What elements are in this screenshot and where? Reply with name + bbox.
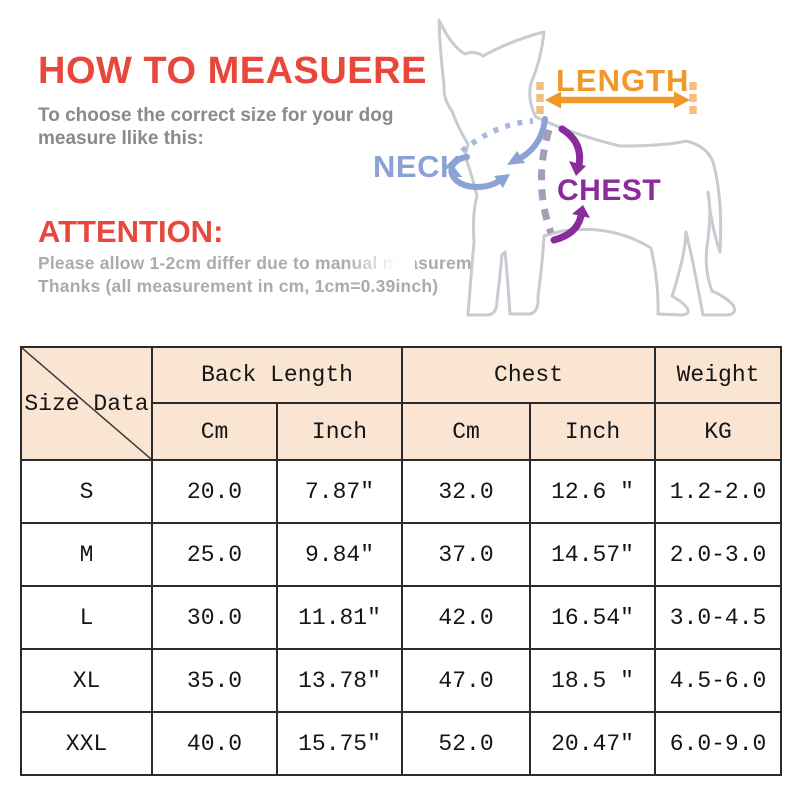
subtitle-line-1: To choose the correct size for your dog xyxy=(38,105,394,126)
value-cell: 25.0 xyxy=(151,522,278,587)
value-cell: 42.0 xyxy=(401,585,532,650)
chest-arrowhead-bottom xyxy=(572,205,590,218)
dog-measure-diagram: LENGTH NECK CHEST xyxy=(373,18,736,317)
neck-dotted-arc xyxy=(460,118,534,154)
size-cell: XL xyxy=(20,648,153,713)
chest-label: CHEST xyxy=(557,174,661,207)
size-cell: L xyxy=(20,585,153,650)
value-cell: 30.0 xyxy=(151,585,278,650)
subtitle: To choose the correct size for your dog … xyxy=(38,104,393,150)
size-cell: S xyxy=(20,459,153,524)
value-cell: 52.0 xyxy=(401,711,532,776)
dog-outline xyxy=(437,18,736,317)
corner-label: Size Data xyxy=(24,390,149,417)
attention-note-2: Thanks (all measurement in cm, 1cm=0.39i… xyxy=(38,276,439,296)
chest-arrowhead-top xyxy=(569,161,586,176)
text-fade-overlay xyxy=(345,250,415,276)
table-row-l: L 30.0 11.81″ 42.0 16.54″ 3.0-4.5 xyxy=(20,585,783,650)
attention-title: ATTENTION: xyxy=(38,214,224,249)
value-cell: 16.54″ xyxy=(529,585,657,650)
size-cell: XXL xyxy=(20,711,153,776)
value-cell: 35.0 xyxy=(151,648,278,713)
col-group-weight: Weight xyxy=(654,346,783,404)
value-cell: 3.0-4.5 xyxy=(654,585,783,650)
value-cell: 4.5-6.0 xyxy=(654,648,783,713)
value-cell: 20.47″ xyxy=(529,711,657,776)
length-arrowhead-right xyxy=(674,91,690,109)
table-corner-cell: Size Data xyxy=(20,346,153,461)
table-row-xxl: XXL 40.0 15.75″ 52.0 20.47″ 6.0-9.0 xyxy=(20,711,783,776)
value-cell: 40.0 xyxy=(151,711,278,776)
value-cell: 2.0-3.0 xyxy=(654,522,783,587)
neck-label: NECK xyxy=(373,149,463,184)
value-cell: 32.0 xyxy=(401,459,532,524)
col-header-back-cm: Cm xyxy=(151,402,278,461)
neck-arrowhead xyxy=(507,151,525,165)
value-cell: 15.75″ xyxy=(275,711,404,776)
table-row-m: M 25.0 9.84″ 37.0 14.57″ 2.0-3.0 xyxy=(20,522,783,587)
value-cell: 37.0 xyxy=(401,522,532,587)
value-cell: 14.57″ xyxy=(529,522,657,587)
size-table: Size Data Back Length Chest Weight Cm In… xyxy=(20,346,783,776)
diagonal-divider xyxy=(22,348,151,459)
table-row-s: S 20.0 7.87″ 32.0 12.6 ″ 1.2-2.0 xyxy=(20,459,783,524)
length-label: LENGTH xyxy=(556,63,689,98)
chest-arrow-bottom xyxy=(550,212,585,244)
size-cell: M xyxy=(20,522,153,587)
col-group-back-length: Back Length xyxy=(150,346,404,404)
value-cell: 13.78″ xyxy=(275,648,404,713)
page-title: HOW TO MEASUERE xyxy=(38,50,427,92)
value-cell: 9.84″ xyxy=(275,522,404,587)
value-cell: 6.0-9.0 xyxy=(654,711,783,776)
col-header-chest-cm: Cm xyxy=(401,402,532,461)
value-cell: 7.87″ xyxy=(275,459,404,524)
col-header-back-inch: Inch xyxy=(275,402,404,461)
neck-swoosh-arrowhead xyxy=(494,174,510,188)
value-cell: 11.81″ xyxy=(275,585,404,650)
neck-swoosh-arrow xyxy=(448,154,502,190)
neck-arrow-curve xyxy=(516,116,548,162)
value-cell: 18.5 ″ xyxy=(529,648,657,713)
col-header-weight-kg: KG xyxy=(654,402,783,461)
chest-arrow-top xyxy=(558,125,584,169)
col-group-chest: Chest xyxy=(401,346,657,404)
subtitle-line-2: measure llike this: xyxy=(38,128,204,149)
table-row-xl: XL 35.0 13.78″ 47.0 18.5 ″ 4.5-6.0 xyxy=(20,648,783,713)
value-cell: 20.0 xyxy=(151,459,278,524)
value-cell: 1.2-2.0 xyxy=(654,459,783,524)
value-cell: 47.0 xyxy=(401,648,532,713)
value-cell: 12.6 ″ xyxy=(529,459,657,524)
length-arrowhead-left xyxy=(545,91,561,109)
col-header-chest-inch: Inch xyxy=(529,402,657,461)
